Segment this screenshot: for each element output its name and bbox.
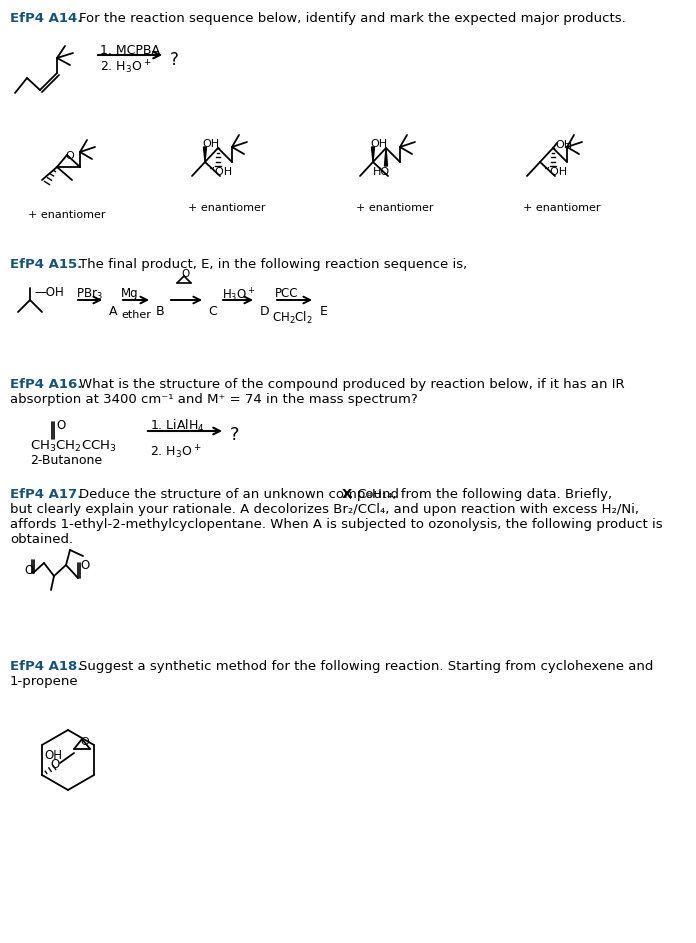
Text: Suggest a synthetic method for the following reaction. Starting from cyclohexene: Suggest a synthetic method for the follo… bbox=[79, 660, 654, 673]
Text: The final product, E, in the following reaction sequence is,: The final product, E, in the following r… bbox=[79, 258, 467, 271]
Text: OH: OH bbox=[202, 139, 219, 149]
Text: + enantiomer: + enantiomer bbox=[28, 210, 106, 220]
Text: For the reaction sequence below, identify and mark the expected major products.: For the reaction sequence below, identif… bbox=[79, 12, 626, 25]
Text: ’’OH: ’’OH bbox=[208, 167, 232, 177]
Text: Mg: Mg bbox=[121, 287, 139, 300]
Text: + enantiomer: + enantiomer bbox=[188, 203, 265, 213]
Text: O: O bbox=[181, 269, 189, 279]
Text: EfP4 A14.: EfP4 A14. bbox=[10, 12, 82, 25]
Text: PCC: PCC bbox=[275, 287, 299, 300]
Text: EfP4 A15.: EfP4 A15. bbox=[10, 258, 82, 271]
Text: EfP4 A17.: EfP4 A17. bbox=[10, 488, 82, 501]
Text: ?: ? bbox=[230, 426, 239, 444]
Text: O: O bbox=[56, 419, 65, 432]
Text: CH$_3$CH$_2$CCH$_3$: CH$_3$CH$_2$CCH$_3$ bbox=[30, 439, 117, 455]
Polygon shape bbox=[203, 147, 207, 162]
Text: 1. MCPBA: 1. MCPBA bbox=[100, 44, 160, 57]
Polygon shape bbox=[372, 147, 374, 162]
Text: O: O bbox=[65, 151, 74, 161]
Text: H$_3$O$^+$: H$_3$O$^+$ bbox=[222, 287, 255, 305]
Text: absorption at 3400 cm⁻¹ and M⁺ = 74 in the mass spectrum?: absorption at 3400 cm⁻¹ and M⁺ = 74 in t… bbox=[10, 393, 418, 406]
Text: O: O bbox=[80, 737, 89, 747]
Text: EfP4 A16.: EfP4 A16. bbox=[10, 378, 82, 391]
Text: but clearly explain your rationale. A decolorizes Br₂/CCl₄, and upon reaction wi: but clearly explain your rationale. A de… bbox=[10, 503, 639, 516]
Text: B: B bbox=[156, 305, 165, 318]
Text: O: O bbox=[50, 758, 59, 771]
Text: HO: HO bbox=[373, 167, 390, 177]
Text: C: C bbox=[208, 305, 216, 318]
Text: D: D bbox=[260, 305, 269, 318]
Text: ’’OH: ’’OH bbox=[543, 167, 567, 177]
Text: 1-propene: 1-propene bbox=[10, 675, 79, 688]
Text: obtained.: obtained. bbox=[10, 533, 73, 546]
Text: PBr$_3$: PBr$_3$ bbox=[76, 287, 102, 302]
Text: OH: OH bbox=[555, 140, 572, 150]
Text: —OH: —OH bbox=[34, 286, 64, 299]
Text: O: O bbox=[80, 559, 89, 572]
Text: ?: ? bbox=[170, 51, 179, 69]
Polygon shape bbox=[384, 148, 388, 166]
Text: EfP4 A18.: EfP4 A18. bbox=[10, 660, 82, 673]
Text: CH$_2$Cl$_2$: CH$_2$Cl$_2$ bbox=[272, 310, 313, 326]
Text: What is the structure of the compound produced by reaction below, if it has an I: What is the structure of the compound pr… bbox=[79, 378, 624, 391]
Text: + enantiomer: + enantiomer bbox=[523, 203, 601, 213]
Text: 2. H$_3$O$^+$: 2. H$_3$O$^+$ bbox=[100, 59, 151, 76]
Text: OH: OH bbox=[370, 139, 387, 149]
Text: E: E bbox=[320, 305, 328, 318]
Text: affords 1-ethyl-2-methylcyclopentane. When A is subjected to ozonolysis, the fol: affords 1-ethyl-2-methylcyclopentane. Wh… bbox=[10, 518, 663, 531]
Text: A: A bbox=[109, 305, 118, 318]
Text: 1. LiAlH$_4$: 1. LiAlH$_4$ bbox=[150, 418, 205, 434]
Text: Deduce the structure of an unknown compound: Deduce the structure of an unknown compo… bbox=[79, 488, 403, 501]
Text: X: X bbox=[342, 488, 352, 501]
Text: , C₈H₁₄, from the following data. Briefly,: , C₈H₁₄, from the following data. Briefl… bbox=[349, 488, 612, 501]
Text: OH: OH bbox=[44, 749, 62, 762]
Text: ether: ether bbox=[121, 310, 151, 320]
Text: 2-Butanone: 2-Butanone bbox=[30, 454, 102, 467]
Text: O: O bbox=[24, 564, 33, 577]
Text: 2. H$_3$O$^+$: 2. H$_3$O$^+$ bbox=[150, 444, 201, 461]
Text: + enantiomer: + enantiomer bbox=[356, 203, 434, 213]
